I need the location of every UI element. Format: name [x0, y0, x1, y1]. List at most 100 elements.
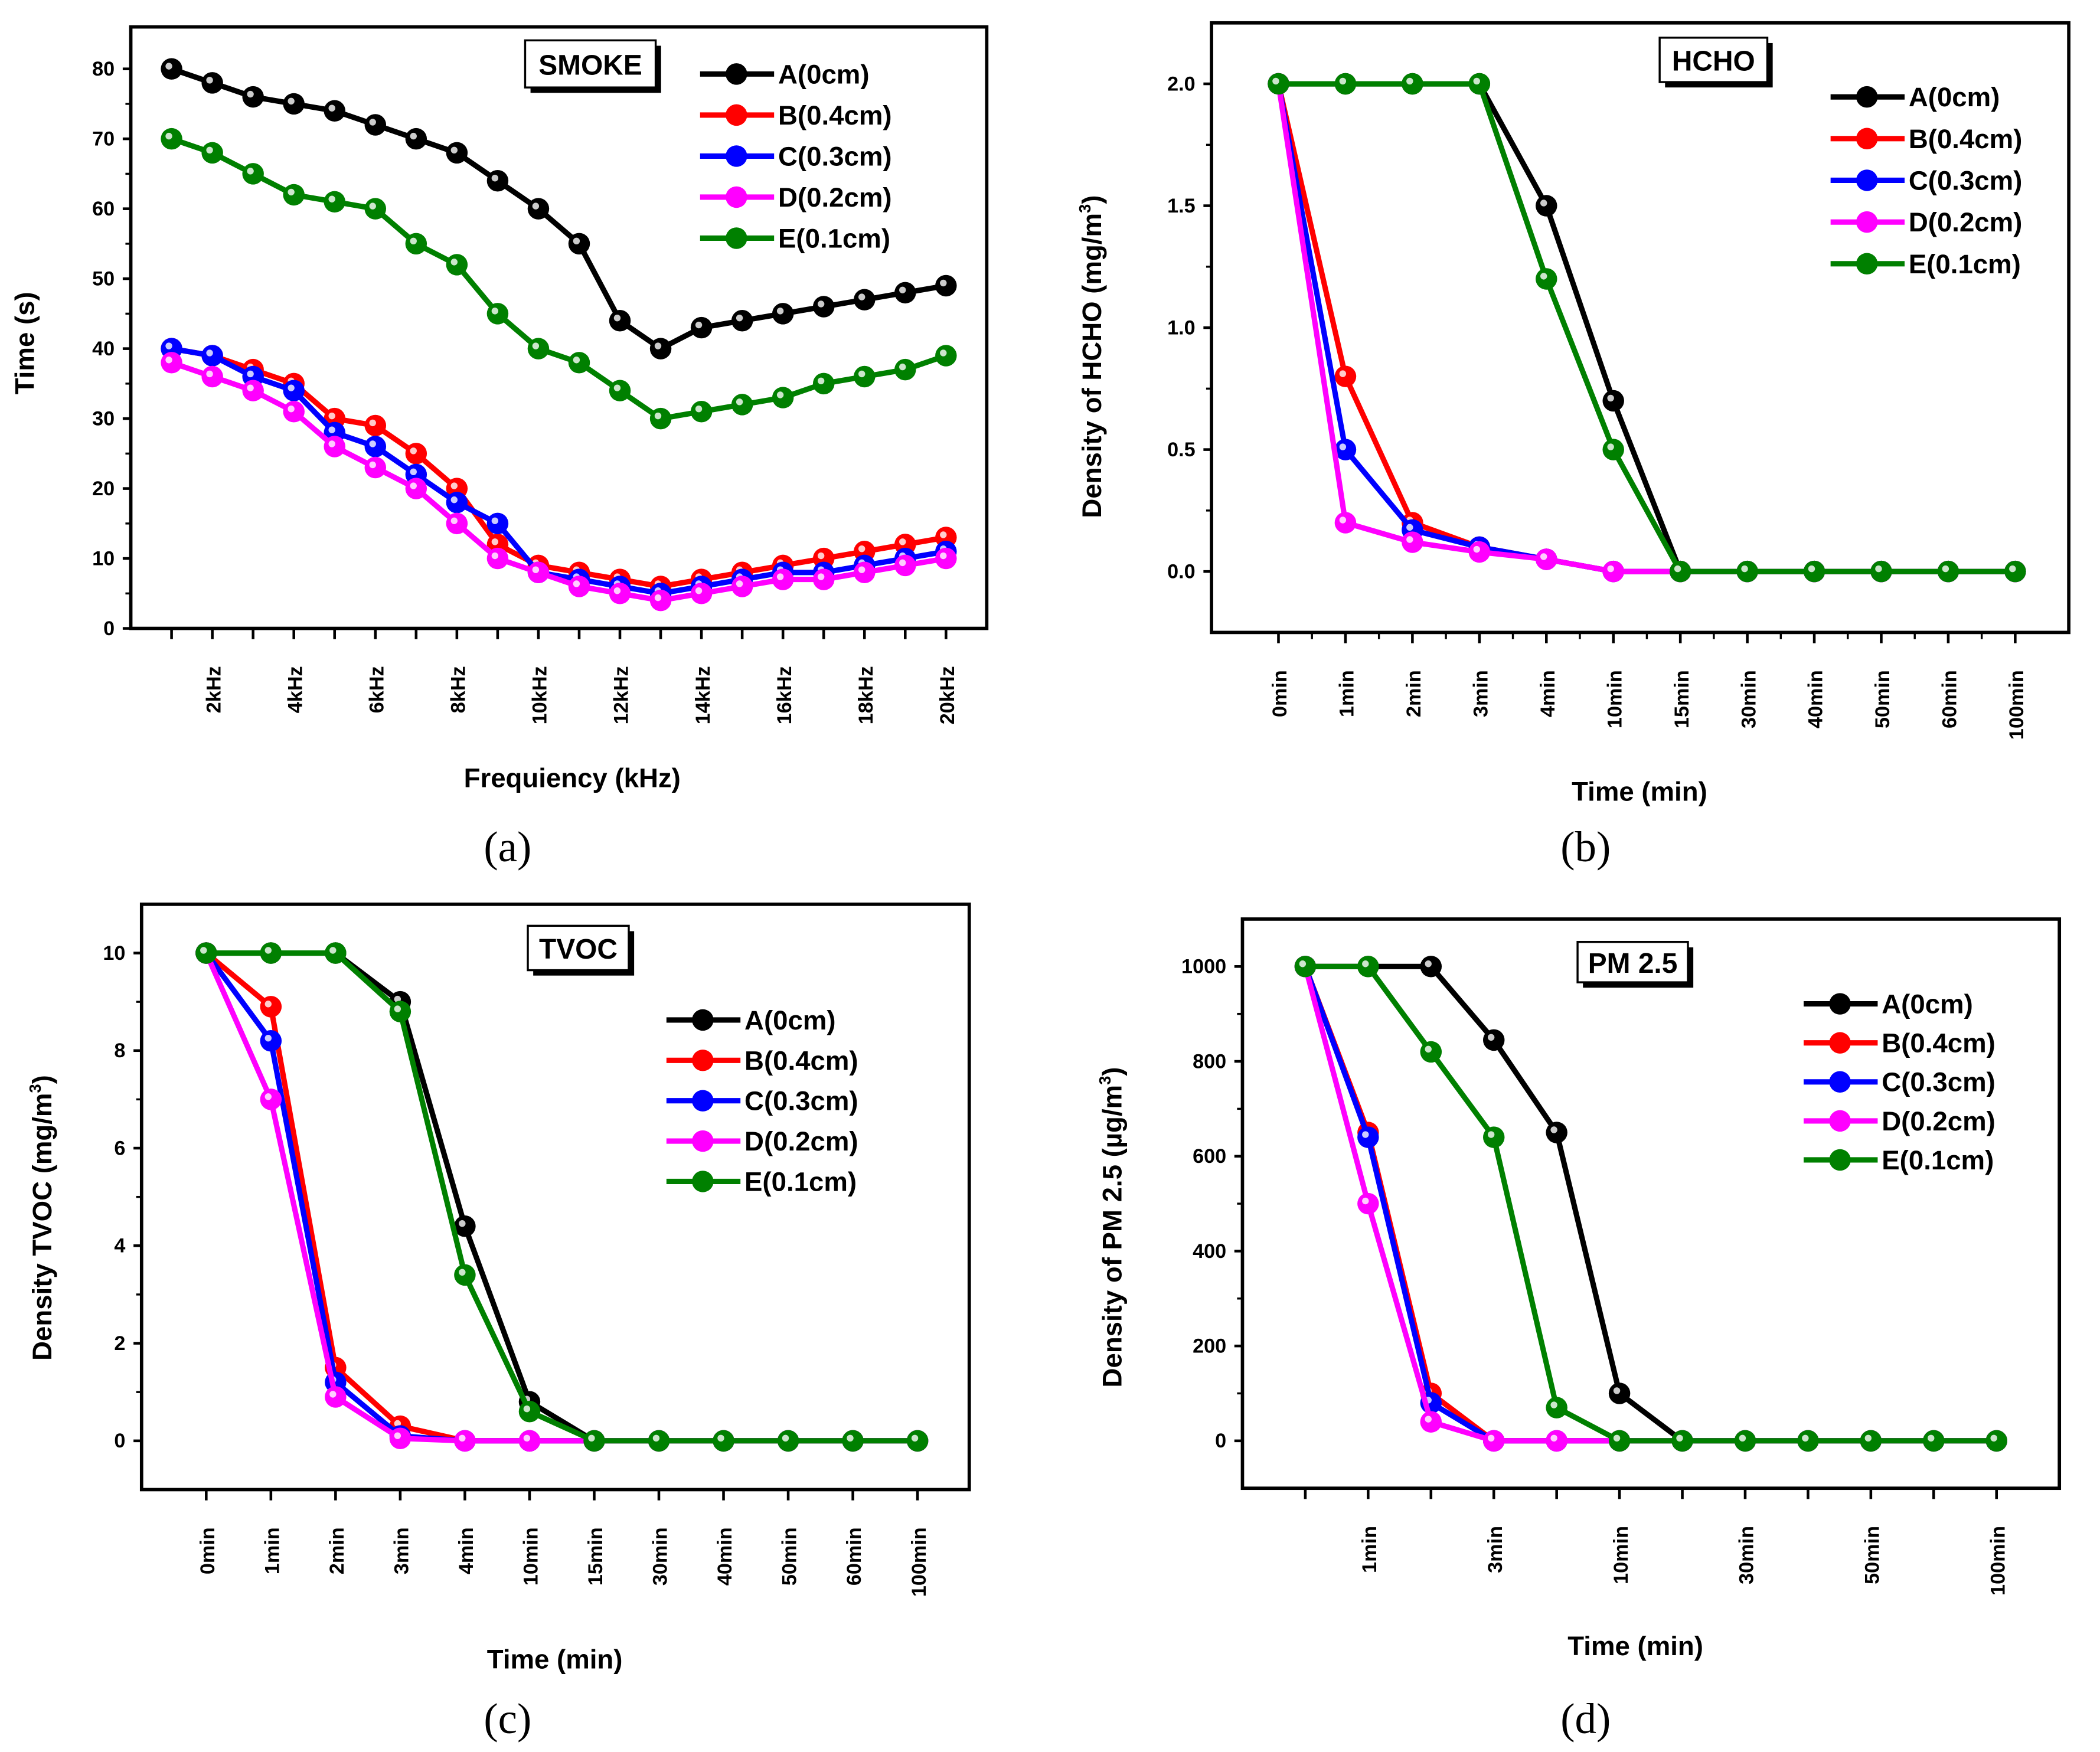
data-point-highlight — [394, 995, 401, 1003]
y-tick-label: 8 — [114, 1040, 125, 1062]
data-point-highlight — [1425, 1045, 1432, 1053]
data-point-highlight — [858, 566, 866, 573]
data-point-highlight — [328, 440, 335, 447]
data-point-E — [405, 233, 427, 255]
series-line-E — [1278, 81, 2016, 574]
data-point-highlight — [410, 468, 417, 476]
data-point-A — [201, 72, 223, 94]
y-tick-label: 1000 — [1181, 956, 1226, 978]
data-point-E — [260, 942, 282, 964]
data-point-A — [364, 114, 387, 136]
data-point-C — [1357, 1126, 1379, 1148]
data-point-highlight — [695, 405, 703, 413]
data-point-E — [1402, 73, 1423, 95]
data-point-highlight — [1550, 1434, 1557, 1442]
data-point-highlight — [491, 552, 499, 560]
x-tick-label: 10min — [520, 1527, 543, 1586]
y-axis-label: Time (s) — [9, 292, 40, 394]
data-point-highlight — [613, 314, 621, 322]
y-tick-label: 2.0 — [1167, 73, 1196, 95]
data-point-highlight — [940, 531, 947, 538]
data-point-highlight — [817, 300, 825, 308]
data-point-D — [812, 568, 835, 590]
data-point-highlight — [491, 174, 499, 182]
data-point-highlight — [817, 552, 825, 560]
data-point-highlight — [1487, 1131, 1495, 1138]
legend-label-A: A(0cm) — [1909, 82, 2000, 112]
legend-marker-B — [692, 1050, 714, 1071]
data-point-E — [894, 358, 916, 381]
data-point-E — [1803, 560, 1825, 583]
data-point-highlight — [450, 146, 458, 154]
data-point-highlight — [1272, 77, 1279, 85]
data-point-highlight — [573, 580, 580, 587]
data-point-highlight — [654, 412, 662, 420]
data-point-E — [1546, 1397, 1567, 1418]
data-point-highlight — [1540, 200, 1547, 207]
y-tick-label: 10 — [92, 547, 115, 570]
data-point-A — [568, 233, 590, 255]
data-point-highlight — [940, 552, 947, 560]
data-point-D — [1357, 1192, 1379, 1215]
data-point-highlight — [717, 1434, 724, 1442]
data-point-E — [568, 352, 590, 374]
x-tick-label: 15min — [584, 1527, 607, 1586]
panel-label: (c) — [484, 1695, 531, 1743]
data-point-D — [1420, 1411, 1442, 1433]
x-tick-label: 12kHz — [610, 666, 633, 724]
data-point-highlight — [1550, 1126, 1557, 1133]
data-point-highlight — [736, 314, 743, 322]
data-point-C — [446, 492, 468, 514]
data-point-highlight — [1339, 370, 1347, 377]
legend-marker-E — [1829, 1149, 1851, 1171]
data-point-highlight — [523, 1405, 531, 1413]
data-point-highlight — [1487, 1434, 1495, 1442]
data-point-A — [1536, 195, 1557, 217]
data-point-highlight — [1362, 960, 1369, 967]
x-tick-label: 4kHz — [284, 666, 306, 713]
data-point-E — [324, 191, 345, 213]
legend-marker-A — [692, 1009, 714, 1031]
data-point-highlight — [858, 545, 866, 553]
data-point-highlight — [165, 342, 172, 349]
data-point-E — [583, 1430, 605, 1452]
data-point-E — [1602, 439, 1624, 460]
data-point-highlight — [1339, 443, 1347, 450]
data-point-D — [161, 352, 182, 374]
data-point-E — [1608, 1430, 1631, 1452]
y-axis-label-end: ) — [1097, 1067, 1127, 1076]
legend-label-C: C(0.3cm) — [1909, 165, 2023, 195]
y-tick-label: 0.0 — [1167, 561, 1196, 583]
y-tick-label: 30 — [92, 408, 115, 430]
y-tick-label: 800 — [1193, 1050, 1226, 1073]
legend-marker-D — [1856, 211, 1878, 233]
series-line-E — [206, 950, 918, 1444]
x-tick-label: 0min — [1269, 670, 1291, 717]
data-point-highlight — [450, 259, 458, 266]
data-point-D — [894, 554, 916, 577]
data-point-E — [325, 942, 347, 964]
y-axis-label-main: Time (s) — [9, 292, 40, 394]
chart-title: HCHO — [1672, 46, 1755, 77]
legend-label-E: E(0.1cm) — [1882, 1145, 1994, 1175]
data-point-D — [1546, 1430, 1567, 1452]
chart-panel-b: 0.0 0.5 1.0 1.5 2.0 0min 1min 2min 3min 4min 10min… — [1076, 21, 2070, 871]
x-tick-label: 2kHz — [203, 666, 225, 713]
data-point-D — [568, 576, 590, 597]
legend-marker-A — [1829, 993, 1851, 1015]
data-point-highlight — [1607, 565, 1614, 573]
data-point-highlight — [654, 594, 662, 602]
y-axis-label: Density TVOC (mg/m3) — [26, 1075, 57, 1361]
data-point-highlight — [695, 587, 703, 594]
plot-frame — [1210, 21, 2070, 635]
data-point-highlight — [264, 1001, 272, 1008]
y-tick-label: 60 — [92, 198, 115, 220]
data-point-E — [1420, 1041, 1442, 1063]
data-point-D — [364, 456, 387, 479]
data-point-highlight — [776, 308, 784, 315]
y-axis-label-main: Density of PM 2.5 (µg/m — [1097, 1085, 1127, 1388]
x-tick-label: 100min — [908, 1527, 930, 1597]
legend-label-D: D(0.2cm) — [1909, 207, 2023, 237]
y-tick-label: 0 — [114, 1430, 125, 1452]
